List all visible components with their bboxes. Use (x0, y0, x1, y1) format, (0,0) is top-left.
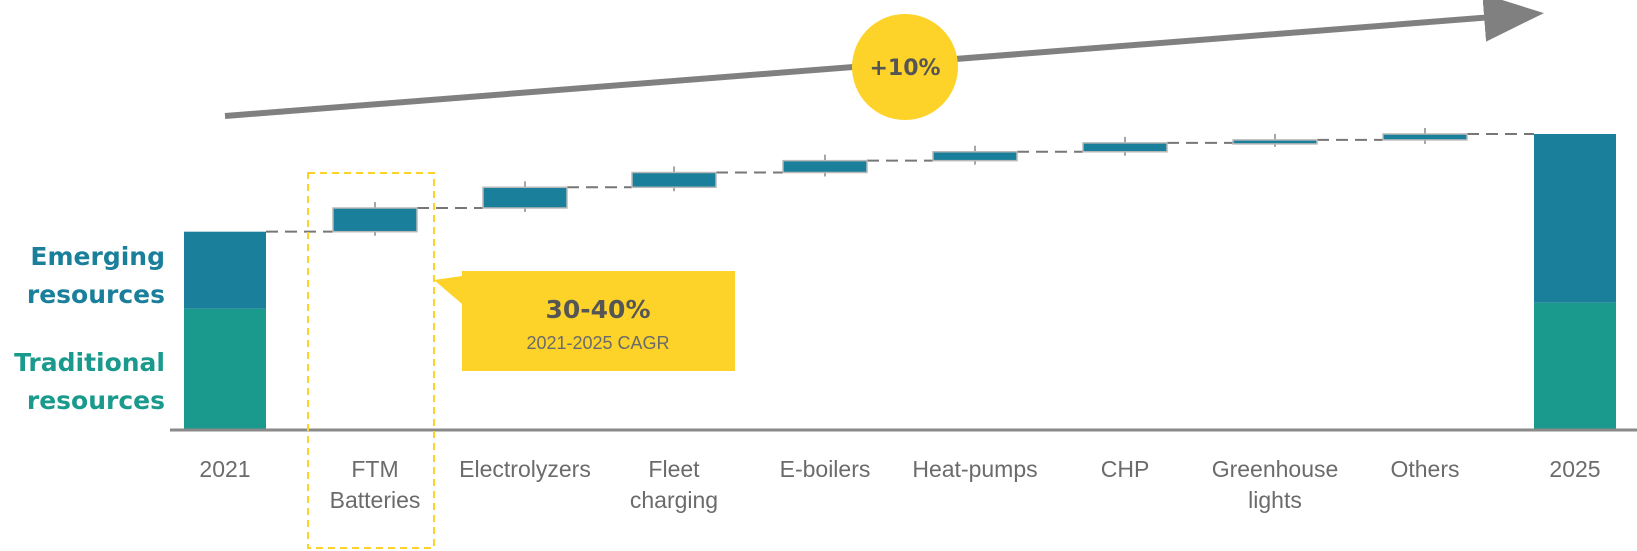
legend-traditional: Traditional resources (14, 348, 165, 415)
legend-emerging-line1: Emerging (30, 242, 165, 271)
bars-group (184, 128, 1616, 430)
bar-ftm-batteries (332, 207, 418, 233)
bar-electrolyzers (482, 186, 568, 209)
connector-lines (266, 133, 1534, 233)
category-label-electrolyzers: Electrolyzers (459, 456, 591, 482)
highlight-box (307, 172, 435, 549)
bar-2025-traditional (1534, 302, 1616, 430)
legend-emerging-line2: resources (27, 280, 165, 309)
category-label-2025: 2025 (1549, 456, 1600, 482)
bar-2025-emerging (1534, 134, 1616, 303)
growth-badge-circle (852, 14, 958, 120)
category-label-2021: 2021 (199, 456, 250, 482)
growth-badge: +10% (852, 14, 958, 120)
category-label-others: Others (1390, 456, 1459, 482)
callout-caption: 2021-2025 CAGR (526, 333, 669, 353)
bar-others (1382, 133, 1468, 141)
category-label-ftm-batteries: FTM Batteries (330, 456, 421, 513)
category-labels: 2021 FTM Batteries Electrolyzers Fleet chargi… (199, 456, 1600, 513)
bar-2021-emerging (184, 231, 266, 309)
callout-value: 30-40% (545, 295, 650, 324)
bar-2021-traditional (184, 308, 266, 430)
bar-e-boilers (782, 159, 868, 174)
category-label-fleet-charging: Fleet charging (630, 456, 718, 513)
cagr-callout: 30-40% 2021-2025 CAGR (434, 271, 735, 371)
callout-box (462, 271, 735, 371)
legend-emerging: Emerging resources (27, 242, 165, 309)
growth-badge-value: +10% (869, 56, 940, 81)
category-label-greenhouse-lights: Greenhouse lights (1212, 456, 1339, 513)
bar-chp (1082, 142, 1168, 153)
category-label-chp: CHP (1101, 456, 1150, 482)
bar-heat-pumps (932, 151, 1018, 162)
bar-fleet-charging (631, 171, 717, 189)
category-label-heat-pumps: Heat-pumps (912, 456, 1037, 482)
legend-traditional-line1: Traditional (14, 348, 165, 377)
legend-traditional-line2: resources (27, 386, 165, 415)
bar-greenhouse-lights (1232, 139, 1318, 145)
category-label-e-boilers: E-boilers (780, 456, 871, 482)
